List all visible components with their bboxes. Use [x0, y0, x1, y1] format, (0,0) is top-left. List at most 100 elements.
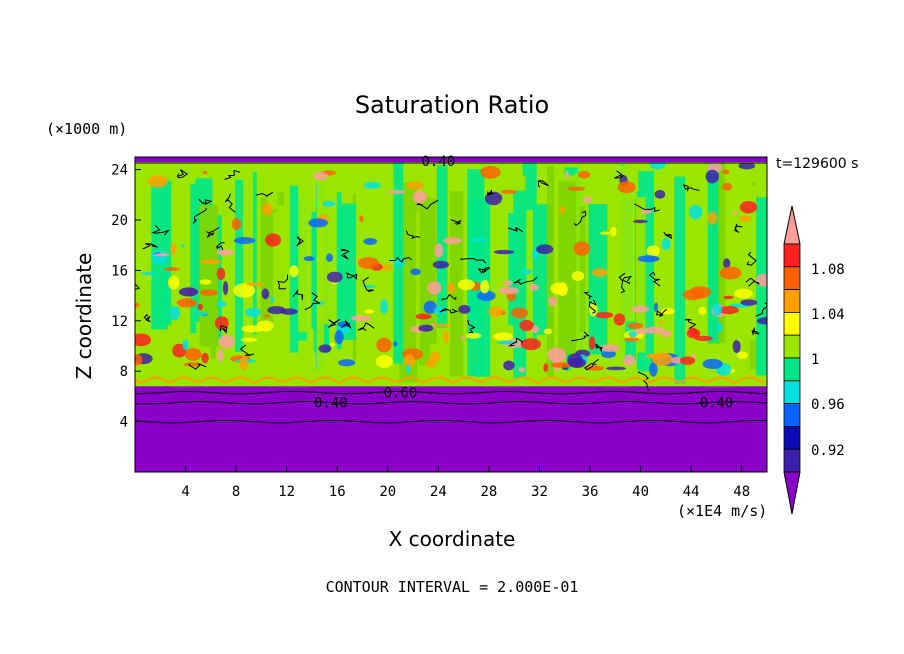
saturation-patch — [194, 312, 209, 316]
contour-line — [215, 242, 225, 251]
colorbar-min-arrow — [783, 471, 801, 515]
contour-line — [441, 293, 457, 301]
colorbar-label: 1.04 — [811, 307, 845, 323]
saturation-patch — [595, 311, 614, 319]
y-tick-label: 16 — [111, 263, 128, 279]
saturation-patch — [543, 363, 548, 372]
saturation-patch — [732, 210, 738, 215]
saturation-patch — [265, 233, 282, 247]
saturation-patch — [739, 215, 752, 222]
saturation-patch — [637, 255, 660, 263]
colorbar-label: 0.92 — [811, 443, 845, 459]
vertical-streak — [418, 196, 430, 366]
x-tick-label: 16 — [329, 484, 346, 500]
saturation-patch — [493, 332, 514, 341]
saturation-patch — [716, 322, 723, 333]
saturation-patch — [169, 305, 180, 321]
saturation-patch — [269, 296, 275, 303]
saturation-patch — [723, 295, 734, 300]
saturation-patch — [405, 364, 411, 374]
dry-layer-contour — [135, 419, 767, 424]
y-unit-label: (×1000 m) — [46, 120, 127, 138]
saturation-patch — [245, 282, 265, 287]
vertical-streak — [399, 182, 418, 383]
saturation-patch — [557, 282, 568, 297]
contour-line — [751, 327, 760, 336]
saturation-patch — [322, 200, 336, 207]
colorbar: 0.92 0.96 1 1.04 1.08 — [783, 205, 845, 515]
x-unit-label: (×1E4 m/s) — [677, 502, 767, 520]
vertical-streak — [415, 212, 420, 357]
saturation-patch — [702, 358, 723, 369]
vertical-streak — [674, 176, 686, 384]
vertical-streak — [499, 183, 509, 357]
saturation-patch — [393, 341, 398, 347]
vertical-streak — [469, 199, 481, 339]
saturation-patch — [244, 307, 261, 317]
saturation-patch — [363, 237, 378, 245]
vertical-streak — [336, 192, 342, 350]
contour-line — [450, 219, 462, 226]
saturation-patch — [567, 353, 583, 368]
contour-line — [573, 210, 587, 227]
contour-interval-note: CONTOUR INTERVAL = 2.000E-01 — [326, 578, 579, 596]
dry-layer-contour — [135, 400, 767, 405]
saturation-patch — [460, 335, 465, 340]
saturation-patch — [723, 258, 731, 269]
saturation-patch — [380, 299, 388, 314]
colorbar-label: 0.96 — [811, 397, 845, 413]
contour-line — [389, 256, 413, 263]
saturation-patch — [338, 359, 356, 367]
saturation-patch — [658, 320, 664, 325]
contour-line — [595, 343, 603, 352]
saturation-patch — [694, 335, 713, 341]
colorbar-max-arrow — [783, 205, 801, 245]
x-tick-label: 20 — [379, 484, 396, 500]
saturation-patch — [147, 175, 168, 188]
saturation-patch — [623, 354, 636, 367]
contour-line — [467, 319, 476, 334]
vertical-streak — [316, 159, 324, 374]
contour-line — [537, 179, 549, 188]
x-tick-label: 36 — [582, 484, 599, 500]
contour-line — [239, 344, 255, 356]
contour-line — [224, 193, 236, 213]
vertical-streak — [618, 166, 626, 379]
saturation-patch — [239, 355, 249, 371]
saturation-patch — [688, 204, 703, 220]
saturation-patch — [216, 300, 227, 307]
contour-line — [583, 291, 593, 299]
saturation-patch — [480, 165, 501, 179]
saturation-patch — [308, 218, 328, 228]
colorbar-swatch — [783, 266, 801, 290]
saturation-patch — [363, 181, 381, 189]
saturation-patch — [719, 266, 742, 280]
saturation-patch — [140, 271, 156, 276]
saturation-patch — [585, 365, 605, 371]
saturation-patch — [170, 242, 177, 256]
vertical-streak — [523, 210, 534, 367]
x-axis-label: X coordinate — [389, 527, 516, 551]
vertical-streak — [508, 212, 517, 326]
contour-line — [341, 320, 352, 329]
contour-line — [684, 318, 697, 330]
x-tick-label: 24 — [430, 484, 447, 500]
colorbar-swatch — [783, 357, 801, 382]
contour-label: 0.60 — [384, 386, 418, 402]
vertical-streak — [235, 179, 244, 353]
y-tick-label: 4 — [120, 415, 128, 431]
saturation-patch — [740, 299, 758, 306]
vertical-streak — [243, 174, 261, 324]
saturation-patch — [633, 219, 648, 224]
cloud-base-contour — [135, 376, 766, 385]
saturation-patch — [180, 244, 185, 248]
saturation-patch — [698, 306, 707, 315]
contour-line — [150, 225, 170, 236]
saturation-patch — [718, 306, 739, 315]
saturation-patch — [216, 249, 234, 256]
saturation-patch — [646, 245, 660, 257]
saturation-patch — [559, 206, 566, 214]
saturation-patch — [705, 169, 720, 184]
saturation-patch — [178, 287, 199, 297]
contour-line — [621, 275, 633, 285]
